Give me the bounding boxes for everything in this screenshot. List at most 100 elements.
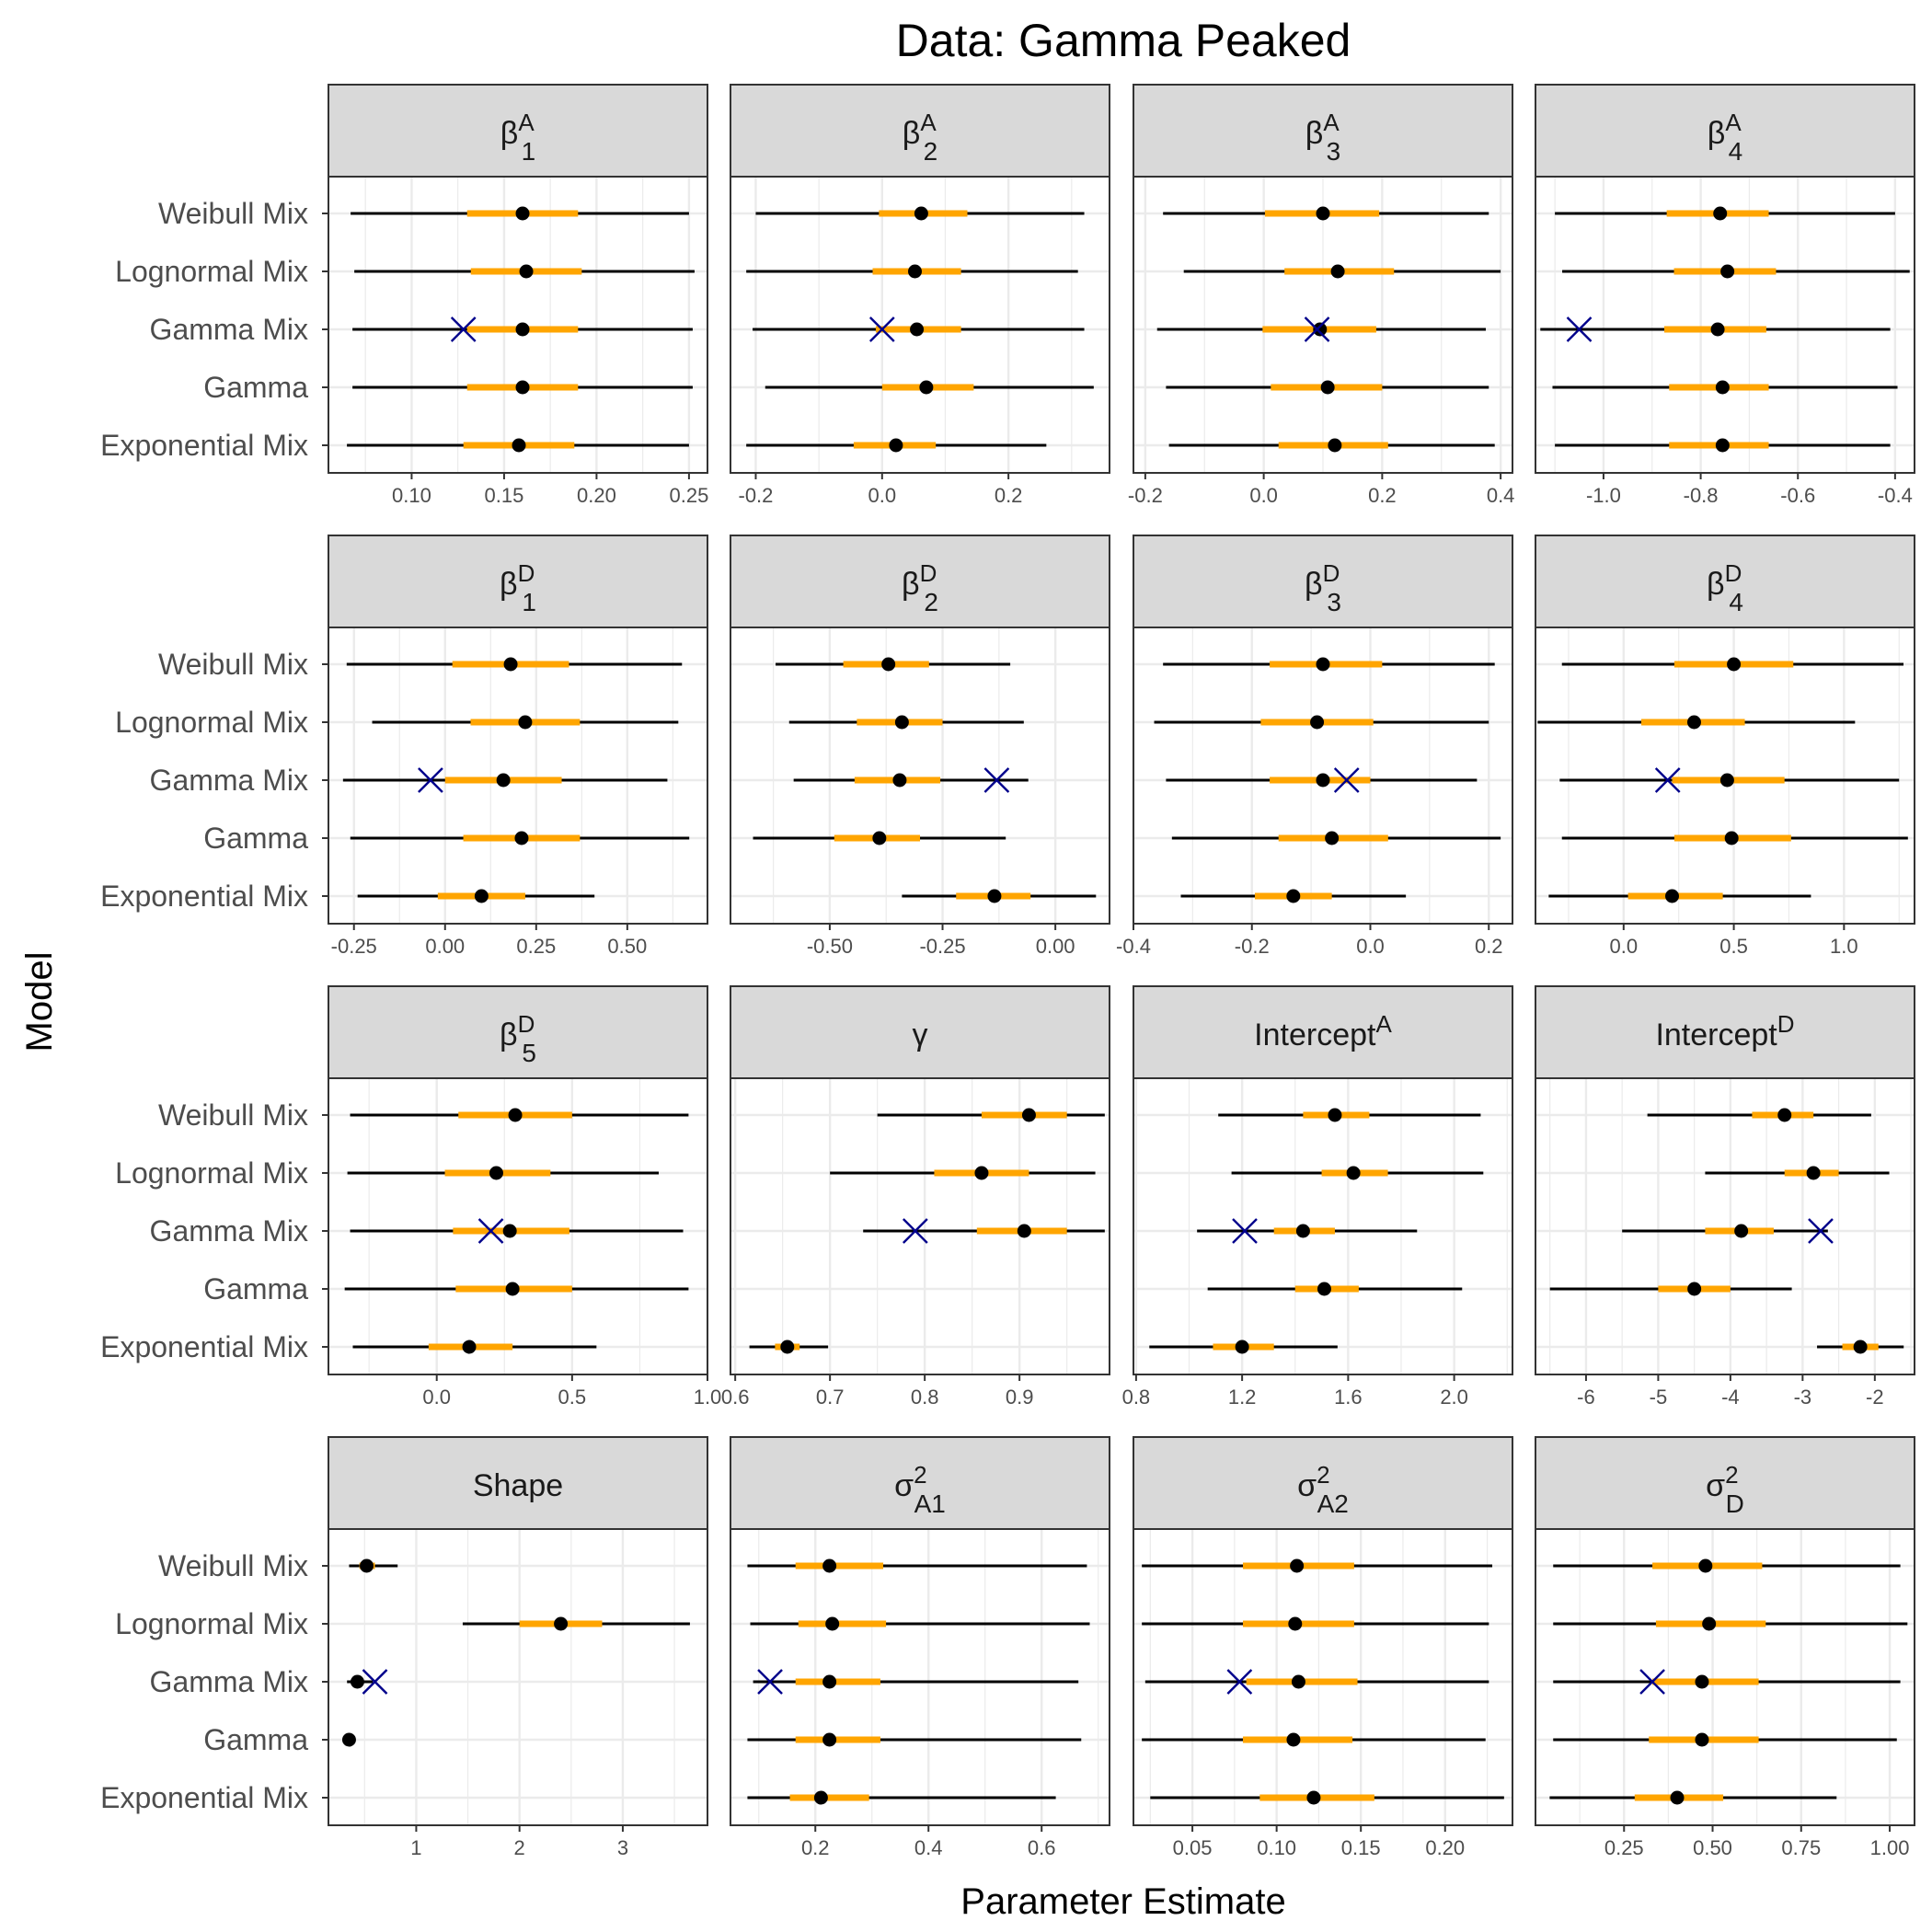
panel-7-exponential-mix-point-estimate — [1286, 889, 1301, 903]
model-label-exponential-mix: Exponential Mix — [100, 1781, 308, 1814]
panel-11-strip-label: InterceptA — [1254, 1010, 1392, 1052]
panel-12-true-value-marker — [1808, 1218, 1834, 1244]
panel-16-strip — [1535, 1436, 1915, 1530]
panel-2-gamma-point-estimate — [919, 380, 934, 395]
panel-1-gamma-mix-point-estimate — [515, 322, 530, 337]
panel-14-true-value-marker — [757, 1669, 783, 1695]
model-label-lognormal-mix: Lognormal Mix — [115, 1607, 308, 1640]
panel-9-plot-area — [328, 1078, 707, 1374]
panel-1-x-tick-label: 0.15 — [485, 484, 524, 507]
panel-12-gamma-mix-point-estimate — [1734, 1224, 1749, 1238]
model-label-lognormal-mix: Lognormal Mix — [115, 1156, 308, 1190]
panel-13-plot-area — [328, 1529, 707, 1825]
panel-1-weibull-mix-point-estimate — [515, 206, 530, 221]
panel-7-x-tick-label: 0.2 — [1475, 935, 1503, 958]
panel-4-strip-label: βA 4 — [1708, 109, 1742, 166]
panel-12-border — [1535, 1077, 1915, 1375]
panel-9-strip-label: βD 5 — [500, 1010, 536, 1067]
panel-5-x-tick-label: -0.25 — [331, 935, 377, 958]
panel-11-plot-area — [1133, 1078, 1512, 1374]
panel-10-strip — [730, 985, 1110, 1079]
panel-3-x-tick-label: -0.2 — [1128, 484, 1163, 507]
panel-5-x-tick-label: 0.50 — [607, 935, 647, 958]
model-label-exponential-mix: Exponential Mix — [100, 880, 308, 913]
panel-11-true-value-marker — [1232, 1218, 1258, 1244]
panel-1-x-tick-label: 0.10 — [392, 484, 431, 507]
panel-14-x-tick-label: 0.4 — [914, 1836, 943, 1859]
panel-3-gamma-point-estimate — [1320, 380, 1335, 395]
panel-7: βD 3 -0.4 -0.2 0.0 0.2 — [1116, 535, 1513, 958]
panel-15-strip-label: σ2 A2 — [1297, 1461, 1349, 1518]
panel-11-weibull-mix-point-estimate — [1328, 1108, 1342, 1122]
panel-10-strip-label: γ — [913, 1018, 928, 1052]
model-label-gamma: Gamma — [203, 1272, 308, 1305]
panel-5-exponential-mix-point-estimate — [474, 889, 489, 903]
panel-11-x-tick-label: 2.0 — [1440, 1386, 1468, 1409]
panel-2: βA 2 -0.2 0.0 0.2 — [730, 84, 1110, 507]
panel-4-x-tick-label: -1.0 — [1586, 484, 1621, 507]
panel-15-x-tick-label: 0.20 — [1425, 1836, 1465, 1859]
panel-16-exponential-mix-point-estimate — [1670, 1790, 1685, 1805]
panel-15-border — [1133, 1528, 1513, 1826]
panel-7-border — [1133, 627, 1513, 925]
model-label-gamma: Gamma — [203, 822, 308, 855]
panel-10-x-tick-label: 0.7 — [816, 1386, 845, 1409]
panel-4-lognormal-mix-point-estimate — [1720, 264, 1735, 279]
panel-1-true-value-marker — [450, 316, 477, 342]
panel-6-border — [730, 627, 1110, 925]
model-label-exponential-mix: Exponential Mix — [100, 429, 308, 462]
panel-10-gamma-mix-point-estimate — [1017, 1224, 1031, 1238]
panel-6-plot-area — [730, 627, 1110, 924]
panel-5-gamma-point-estimate — [514, 831, 529, 845]
panel-15-true-value-marker — [1226, 1669, 1253, 1695]
panel-3-gamma-mix-point-estimate — [1313, 322, 1328, 337]
panel-9: βD 5 0.0 0.5 1.0 Weibull Mix Lognormal Mix Gamm… — [100, 985, 721, 1409]
model-label-exponential-mix: Exponential Mix — [100, 1330, 308, 1363]
panel-8-lognormal-mix-point-estimate — [1686, 715, 1701, 730]
panel-7-gamma-mix-point-estimate — [1316, 773, 1330, 788]
panel-6-weibull-mix-point-estimate — [881, 657, 896, 672]
panel-8: βD 4 0.0 0.5 1.0 — [1535, 535, 1915, 958]
panel-10: γ 0.6 0.7 0.8 0.9 — [721, 985, 1110, 1409]
panel-1-border — [328, 176, 708, 474]
panel-2-exponential-mix-point-estimate — [889, 438, 903, 453]
panel-12-weibull-mix-point-estimate — [1777, 1108, 1792, 1122]
panel-4: βA 4 -1.0 -0.8 -0.6 -0.4 — [1535, 84, 1915, 507]
panel-1-strip-label: βA 1 — [500, 109, 535, 166]
model-label-gamma: Gamma — [203, 371, 308, 404]
panel-12-x-tick-label: -3 — [1794, 1386, 1812, 1409]
panel-10-lognormal-mix-point-estimate — [974, 1166, 989, 1180]
panel-4-gamma-mix-point-estimate — [1710, 322, 1725, 337]
panel-14-plot-area — [730, 1529, 1110, 1825]
panel-16-plot-area — [1535, 1529, 1915, 1825]
panel-9-true-value-marker — [477, 1218, 504, 1244]
panel-6-x-tick-label: 0.00 — [1036, 935, 1075, 958]
panel-4-gamma-point-estimate — [1715, 380, 1730, 395]
panel-11-strip — [1133, 985, 1513, 1079]
panel-5-x-tick-label: 0.00 — [425, 935, 465, 958]
panel-7-x-tick-label: -0.2 — [1235, 935, 1270, 958]
panel-6-strip — [730, 535, 1110, 628]
panel-11-gamma-mix-point-estimate — [1295, 1224, 1310, 1238]
panel-13-gamma-mix-point-estimate — [350, 1674, 364, 1689]
panel-4-true-value-marker — [1566, 316, 1593, 342]
panel-9-lognormal-mix-point-estimate — [489, 1166, 503, 1180]
panel-15-lognormal-mix-point-estimate — [1288, 1616, 1303, 1631]
model-label-weibull-mix: Weibull Mix — [158, 1549, 308, 1582]
panel-5-x-tick-label: 0.25 — [516, 935, 556, 958]
panel-9-border — [328, 1077, 708, 1375]
panel-8-exponential-mix-point-estimate — [1665, 889, 1680, 903]
panel-16-strip-label: σ2 D — [1706, 1461, 1744, 1518]
panel-11-lognormal-mix-point-estimate — [1346, 1166, 1361, 1180]
panel-14-x-tick-label: 0.2 — [801, 1836, 830, 1859]
panel-3-border — [1133, 176, 1513, 474]
panel-4-exponential-mix-point-estimate — [1715, 438, 1730, 453]
panel-10-x-tick-label: 0.6 — [721, 1386, 750, 1409]
panel-6-x-tick-label: -0.25 — [919, 935, 965, 958]
panel-2-x-tick-label: 0.0 — [868, 484, 897, 507]
panel-3-x-tick-label: 0.2 — [1368, 484, 1397, 507]
x-axis-title: Parameter Estimate — [960, 1881, 1285, 1922]
panel-10-exponential-mix-point-estimate — [780, 1340, 795, 1354]
panel-9-weibull-mix-point-estimate — [508, 1108, 523, 1122]
